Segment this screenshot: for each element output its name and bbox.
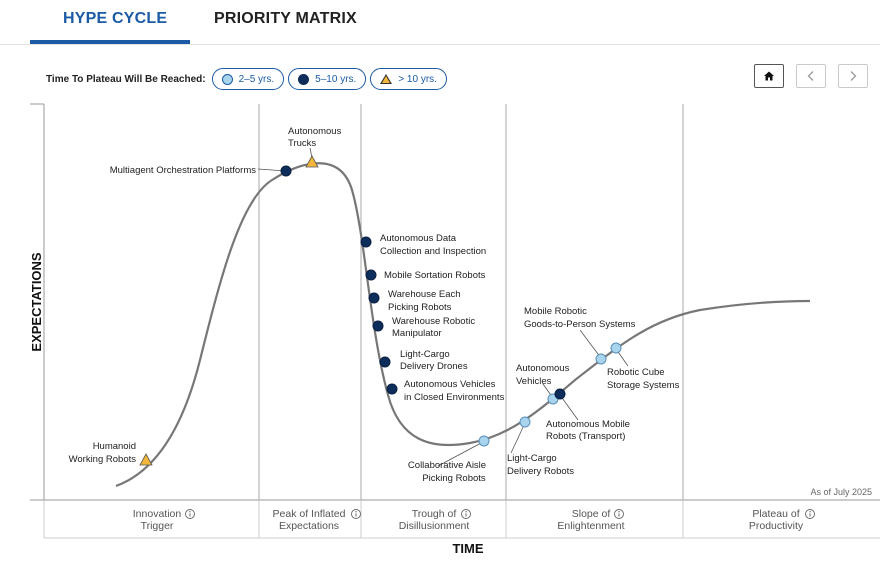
item-label: Autonomous Mobile Robots (Transport) xyxy=(546,419,630,442)
phase-label: Innovation Trigger xyxy=(133,508,182,532)
item-label: Light-Cargo Delivery Robots xyxy=(507,453,574,477)
legend-filter-5-10-years[interactable]: 5–10 yrs. xyxy=(288,68,367,90)
as-of-date: As of July 2025 xyxy=(810,487,872,497)
phase-label: Plateau of Productivity xyxy=(749,508,804,532)
item-label: Autonomous Data Collection and Inspection xyxy=(380,233,486,257)
phase-dividers xyxy=(258,104,684,538)
info-icon[interactable] xyxy=(614,509,624,519)
item-label: Robotic Cube Storage Systems xyxy=(607,367,680,391)
legend-label-2-5: 2–5 yrs. xyxy=(238,73,275,85)
home-icon xyxy=(764,71,774,81)
item-label: Autonomous Trucks xyxy=(288,126,342,149)
item-marker[interactable] xyxy=(372,320,384,332)
leader-line xyxy=(559,394,579,421)
next-button[interactable] xyxy=(838,64,868,88)
info-icon[interactable] xyxy=(805,509,815,519)
info-icon[interactable] xyxy=(351,509,361,519)
info-icon[interactable] xyxy=(185,509,195,519)
item-label: Warehouse Robotic Manipulator xyxy=(392,316,475,339)
item-marker[interactable] xyxy=(139,453,153,466)
phase-label: Peak of Inflated Expectations xyxy=(273,508,346,532)
item-label: Autonomous Vehicles in Closed Environment… xyxy=(404,379,505,403)
item-label: Warehouse Each Picking Robots xyxy=(388,289,461,313)
light-blue-circle-icon xyxy=(221,73,233,85)
item-marker[interactable] xyxy=(386,383,398,395)
item-labels: Humanoid Working Robots Multiagent Orches… xyxy=(69,126,680,484)
legend: Time To Plateau Will Be Reached: 2–5 yrs… xyxy=(46,67,451,91)
legend-filter-2-5-years[interactable]: 2–5 yrs. xyxy=(211,68,285,90)
item-marker[interactable] xyxy=(360,236,372,248)
leader-line xyxy=(579,329,602,359)
phase-label: Trough of Disillusionment xyxy=(399,508,470,532)
tab-hype-cycle[interactable]: HYPE CYCLE xyxy=(63,10,168,27)
item-marker[interactable] xyxy=(478,435,490,447)
info-icon[interactable] xyxy=(461,509,471,519)
item-marker[interactable] xyxy=(280,165,292,177)
legend-label-5-10: 5–10 yrs. xyxy=(315,73,357,85)
tab-bar: HYPE CYCLE PRIORITY MATRIX xyxy=(0,0,880,45)
item-label: Autonomous Vehicles xyxy=(516,363,570,387)
legend-filter-over-10-years[interactable]: > 10 yrs. xyxy=(370,68,447,90)
leader-line xyxy=(437,441,484,467)
item-label: Mobile Robotic Goods-to-Person Systems xyxy=(524,306,636,330)
item-label: Light-Cargo Delivery Drones xyxy=(400,349,468,372)
item-marker[interactable] xyxy=(368,292,380,304)
item-marker[interactable] xyxy=(379,356,391,368)
chevron-right-icon xyxy=(850,71,857,81)
phase-labels: Innovation Trigger Peak of Inflated Expect… xyxy=(133,508,804,532)
chevron-left-icon xyxy=(807,71,814,81)
dark-navy-circle-icon xyxy=(298,73,310,85)
active-tab-indicator xyxy=(30,40,190,44)
leader-line xyxy=(510,422,526,454)
item-label: Multiagent Orchestration Platforms xyxy=(110,165,257,176)
item-markers xyxy=(139,155,622,466)
legend-title: Time To Plateau Will Be Reached: xyxy=(46,73,206,85)
legend-label-over-10: > 10 yrs. xyxy=(398,73,437,85)
item-marker[interactable] xyxy=(595,353,607,365)
item-marker[interactable] xyxy=(554,388,566,400)
phase-info-icons xyxy=(185,509,815,519)
item-marker[interactable] xyxy=(365,269,377,281)
item-label: Collaborative Aisle Picking Robots xyxy=(408,460,486,484)
yellow-triangle-icon xyxy=(380,74,393,84)
item-marker[interactable] xyxy=(610,342,622,354)
home-button[interactable] xyxy=(754,64,784,88)
item-label: Mobile Sortation Robots xyxy=(384,270,486,281)
item-label: Humanoid Working Robots xyxy=(69,441,137,465)
x-axis-title: TIME xyxy=(452,541,483,556)
phase-label: Slope of Enlightenment xyxy=(557,508,624,532)
tab-priority-matrix[interactable]: PRIORITY MATRIX xyxy=(214,10,357,27)
y-axis-title: EXPECTATIONS xyxy=(29,252,44,352)
previous-button[interactable] xyxy=(796,64,826,88)
item-marker[interactable] xyxy=(305,155,319,168)
item-marker[interactable] xyxy=(519,416,531,428)
